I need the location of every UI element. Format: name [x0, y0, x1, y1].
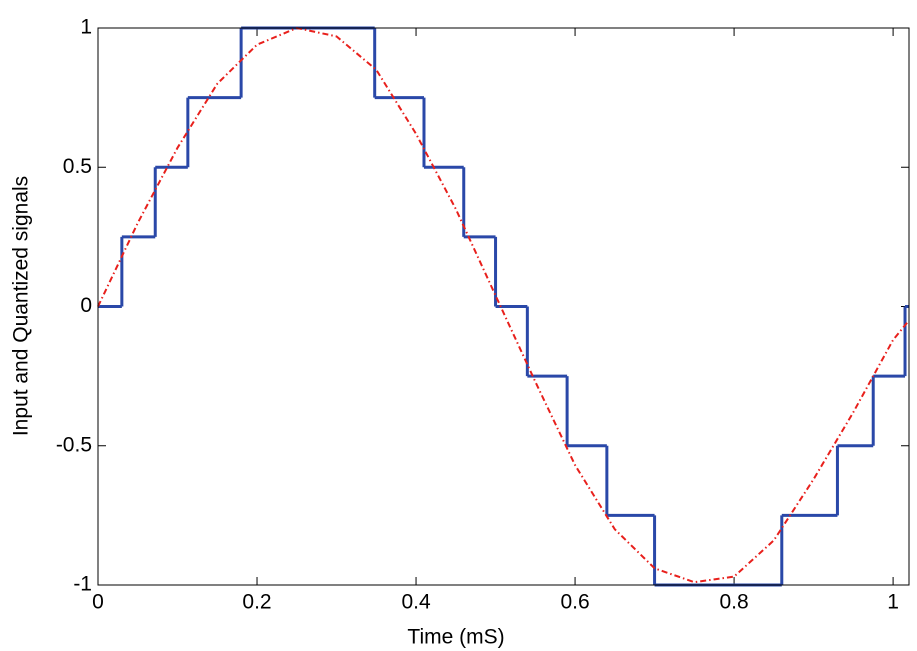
x-tick-label: 1 [887, 591, 899, 614]
y-tick-label: 0 [80, 294, 92, 317]
x-tick-label: 0.4 [401, 591, 431, 614]
x-tick-label: 0 [92, 591, 104, 614]
x-tick-label: 0.8 [719, 591, 748, 614]
x-axis-label: Time (mS) [407, 626, 504, 649]
x-tick-label: 0.6 [560, 591, 589, 614]
plot-frame [97, 27, 910, 586]
y-tick-label: 1 [80, 16, 92, 39]
y-tick-label: 0.5 [63, 155, 92, 178]
input-signal [97, 26, 910, 584]
y-tick-label: -1 [73, 573, 92, 596]
y-tick-label: -0.5 [56, 433, 92, 456]
y-axis-label: Input and Quantized signals [10, 176, 33, 436]
x-tick-label: 0.2 [242, 591, 271, 614]
